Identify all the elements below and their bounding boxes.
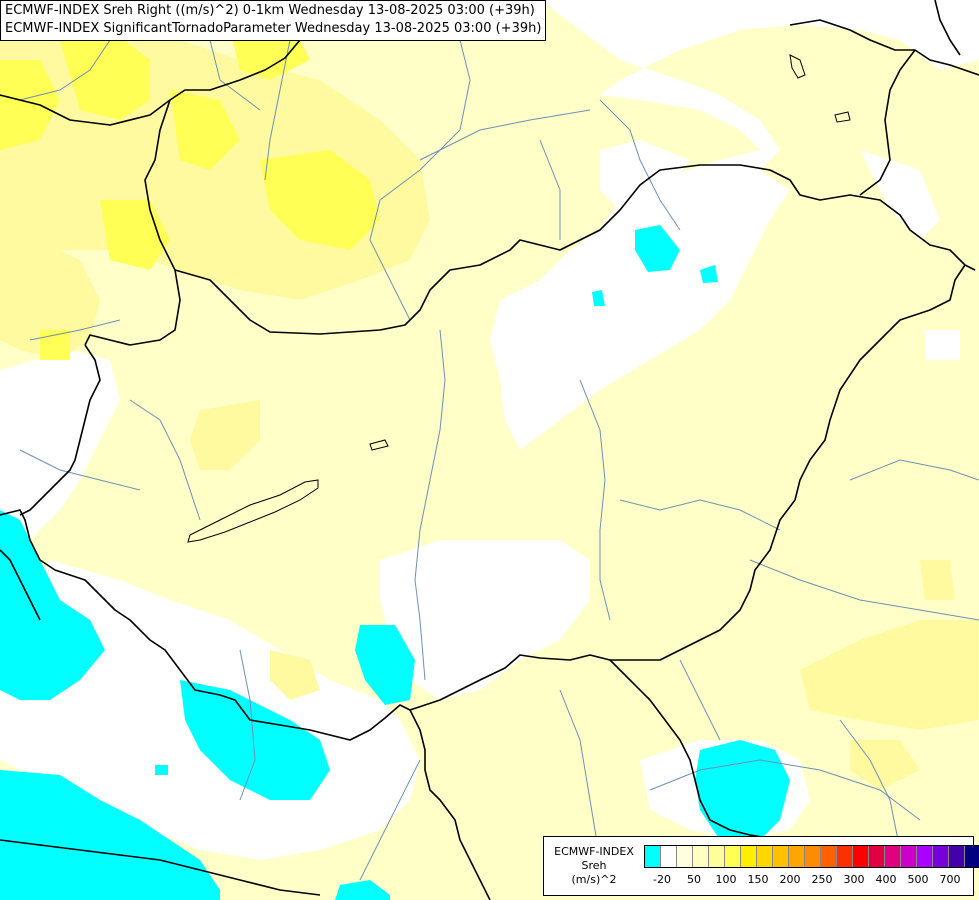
color-legend: ECMWF-INDEX Sreh (m/s)^2 -20 50 100 150 200 2… (543, 836, 979, 896)
legend-swatch (693, 846, 709, 867)
legend-swatch (757, 846, 773, 867)
legend-tick-label: 400 (875, 873, 897, 886)
legend-tick-label: 250 (811, 873, 833, 886)
legend-ticks: -20 50 100 150 200 250 300 400 500 700 (644, 873, 974, 889)
legend-swatches (644, 845, 979, 868)
yellow-regions (0, 20, 380, 360)
legend-swatch (805, 846, 821, 867)
legend-swatch (677, 846, 693, 867)
legend-swatch (741, 846, 757, 867)
legend-tick-label: 50 (687, 873, 701, 886)
title-line-1: ECMWF-INDEX Sreh Right ((m/s)^2) 0-1km W… (5, 3, 535, 18)
legend-swatch (821, 846, 837, 867)
legend-swatch (661, 846, 677, 867)
legend-tick-label: -20 (653, 873, 671, 886)
legend-title-line-1: ECMWF-INDEX (554, 845, 634, 858)
legend-title-line-2: Sreh (581, 859, 607, 872)
legend-tick-label: 200 (779, 873, 801, 886)
legend-swatch (773, 846, 789, 867)
legend-tick-label: 500 (907, 873, 929, 886)
map-title-box: ECMWF-INDEX Sreh Right ((m/s)^2) 0-1km W… (0, 0, 547, 41)
legend-swatch (837, 846, 853, 867)
legend-title-line-3: (m/s)^2 (571, 873, 617, 886)
lakes (187, 54, 851, 543)
legend-swatch (869, 846, 885, 867)
legend-swatch (885, 846, 901, 867)
legend-tick-label: 100 (715, 873, 737, 886)
legend-swatch (917, 846, 933, 867)
legend-swatch (709, 846, 725, 867)
legend-swatch (965, 846, 979, 867)
legend-swatch (789, 846, 805, 867)
legend-swatch (949, 846, 965, 867)
title-line-2: ECMWF-INDEX SignificantTornadoParameter … (5, 21, 542, 36)
legend-title: ECMWF-INDEX Sreh (m/s)^2 (550, 845, 638, 887)
legend-swatch (901, 846, 917, 867)
legend-tick-label: 300 (843, 873, 865, 886)
legend-swatch (725, 846, 741, 867)
legend-swatch (933, 846, 949, 867)
rivers (19, 0, 979, 881)
cyan-regions (0, 225, 790, 900)
legend-swatch (853, 846, 869, 867)
legend-tick-label: 700 (939, 873, 961, 886)
legend-swatch (645, 846, 661, 867)
legend-tick-label: 150 (747, 873, 769, 886)
